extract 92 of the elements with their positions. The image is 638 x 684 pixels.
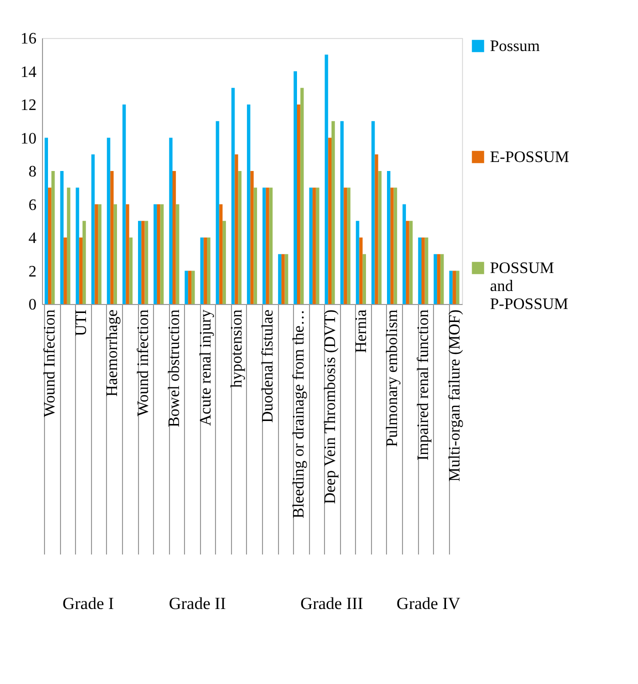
legend-label: E-POSSUM (490, 149, 570, 166)
bar (231, 88, 235, 304)
text: Grade I (62, 594, 114, 613)
bar (191, 270, 195, 304)
y-tick-label: 0 (28, 296, 36, 314)
bar (141, 220, 145, 304)
bar (452, 270, 456, 304)
bar (316, 188, 320, 304)
bar (362, 254, 366, 304)
text: Grade III (300, 594, 364, 613)
bar (66, 188, 70, 304)
legend-label: POSSUM and P-POSSUM (490, 260, 568, 313)
x-tick-label: Pulmonary embolism (384, 308, 402, 447)
bar (371, 121, 375, 304)
bar (394, 188, 398, 304)
bar (359, 238, 363, 304)
x-tick-label: Wound infection (135, 310, 152, 416)
y-tick-label: 14 (20, 64, 36, 81)
bar (51, 171, 55, 304)
bar (328, 138, 332, 304)
y-tick-label: 10 (20, 130, 36, 148)
bar (172, 171, 176, 304)
bar (98, 204, 102, 304)
bar (114, 204, 118, 304)
bar (281, 254, 285, 304)
x-tick-label: Duodenal fistulae (260, 310, 277, 423)
y-tick-label: 8 (28, 164, 36, 180)
y-tick-label: 2 (28, 263, 36, 280)
bar (176, 204, 180, 304)
x-tick-label: hypotension (228, 310, 246, 388)
bar (219, 204, 223, 304)
bar (204, 238, 207, 304)
bar (297, 104, 300, 304)
y-tick-label: 4 (28, 230, 36, 247)
bar (106, 138, 110, 304)
bar (60, 171, 64, 304)
bar (48, 188, 52, 304)
bar (169, 138, 173, 304)
bar (254, 188, 258, 304)
bar (344, 188, 348, 304)
bar (449, 270, 453, 304)
x-tick-label: Multi-organ failure (MOF) (446, 310, 464, 482)
bar (378, 171, 382, 304)
bar (122, 104, 126, 304)
bar (94, 204, 98, 304)
bar (347, 188, 350, 304)
y-tick-label: 12 (20, 97, 36, 114)
bar (440, 254, 444, 304)
bar (138, 220, 142, 304)
bar (294, 71, 297, 304)
bar (312, 188, 316, 304)
bar (222, 220, 226, 304)
bar (44, 138, 48, 304)
bar (184, 270, 188, 304)
y-tick-label: 6 (28, 196, 36, 214)
x-tick-label: Bleeding or drainage from the… (290, 310, 308, 518)
legend-label: Possum (490, 38, 540, 55)
text: Grade II (168, 594, 226, 613)
bar (434, 254, 438, 304)
bar (456, 270, 460, 304)
bar (421, 238, 425, 304)
bar (262, 188, 266, 304)
bar (324, 54, 328, 304)
x-tick-label: Hernia (352, 310, 370, 354)
y-tick-label: 16 (20, 30, 36, 48)
bar (331, 121, 335, 304)
bar (238, 171, 242, 304)
x-tick-label: UTI (72, 310, 90, 336)
bar (437, 254, 440, 304)
bar (386, 171, 390, 304)
x-tick-label: Haemorrhage (104, 310, 121, 397)
bar (79, 238, 83, 304)
bar (82, 220, 86, 304)
bar (64, 238, 67, 304)
x-tick-label: Impaired renal function (415, 310, 432, 461)
bar (129, 238, 133, 304)
bar (418, 238, 422, 304)
bar (188, 270, 192, 304)
x-tick-label: Acute renal injury (197, 310, 214, 426)
bar (402, 204, 406, 304)
bar (309, 188, 313, 304)
x-tick-label: Deep Vein Thrombosis (DVT) (322, 310, 339, 504)
bar (278, 254, 282, 304)
bar (207, 238, 210, 304)
bar (246, 104, 250, 304)
text: Grade IV (396, 594, 461, 613)
bar (269, 188, 273, 304)
bar (154, 204, 157, 304)
bar (156, 204, 160, 304)
x-tick-label: Wound Infection (42, 310, 59, 418)
x-tick-label: Bowel obstruction (166, 310, 184, 428)
bar (406, 220, 410, 304)
